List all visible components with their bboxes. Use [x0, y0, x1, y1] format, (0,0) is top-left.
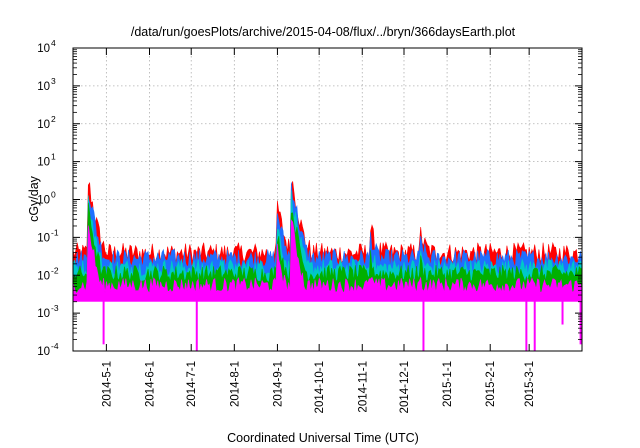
chart-title: /data/run/goesPlots/archive/2015-04-08/f…	[131, 25, 516, 39]
y-tick-label: 10	[37, 119, 50, 131]
y-tick-label-exponent: -1	[51, 227, 59, 237]
y-tick-label-exponent: 1	[51, 152, 56, 162]
y-tick-label: 10	[37, 270, 50, 282]
y-tick-label: 10	[37, 195, 50, 207]
y-tick-label-exponent: 3	[51, 76, 56, 86]
y-axis-label: cGy/day	[27, 175, 41, 222]
y-tick-label: 10	[37, 346, 50, 358]
plot-area	[72, 181, 583, 352]
x-tick-label: 2014-5-1	[101, 361, 113, 407]
y-tick-label-exponent: 4	[51, 38, 56, 48]
x-tick-label: 2014-8-1	[229, 361, 241, 407]
y-tick-label-exponent: -4	[51, 341, 59, 351]
y-tick-label: 10	[37, 43, 50, 55]
x-axis-label: Coordinated Universal Time (UTC)	[227, 431, 419, 445]
y-tick-label: 10	[37, 81, 50, 93]
y-tick-label-exponent: -3	[51, 303, 59, 313]
x-tick-label: 2014-11-1	[357, 361, 369, 413]
y-tick-label-exponent: 2	[51, 114, 56, 124]
y-tick-label: 10	[37, 308, 50, 320]
y-tick-label: 10	[37, 157, 50, 169]
x-tick-label: 2014-10-1	[314, 361, 326, 413]
x-tick-label: 2014-7-1	[186, 361, 198, 407]
y-tick-label-exponent: 0	[51, 190, 56, 200]
x-tick-label: 2015-2-1	[485, 361, 497, 407]
y-tick-label: 10	[37, 232, 50, 244]
x-tick-label: 2014-6-1	[144, 361, 156, 407]
floor-mask	[73, 301, 582, 351]
y-tick-label-exponent: -2	[51, 265, 59, 275]
x-tick-label: 2014-9-1	[272, 361, 284, 407]
x-tick-label: 2015-3-1	[524, 361, 536, 407]
x-tick-label: 2015-1-1	[442, 361, 454, 407]
x-tick-label: 2014-12-1	[399, 361, 411, 413]
